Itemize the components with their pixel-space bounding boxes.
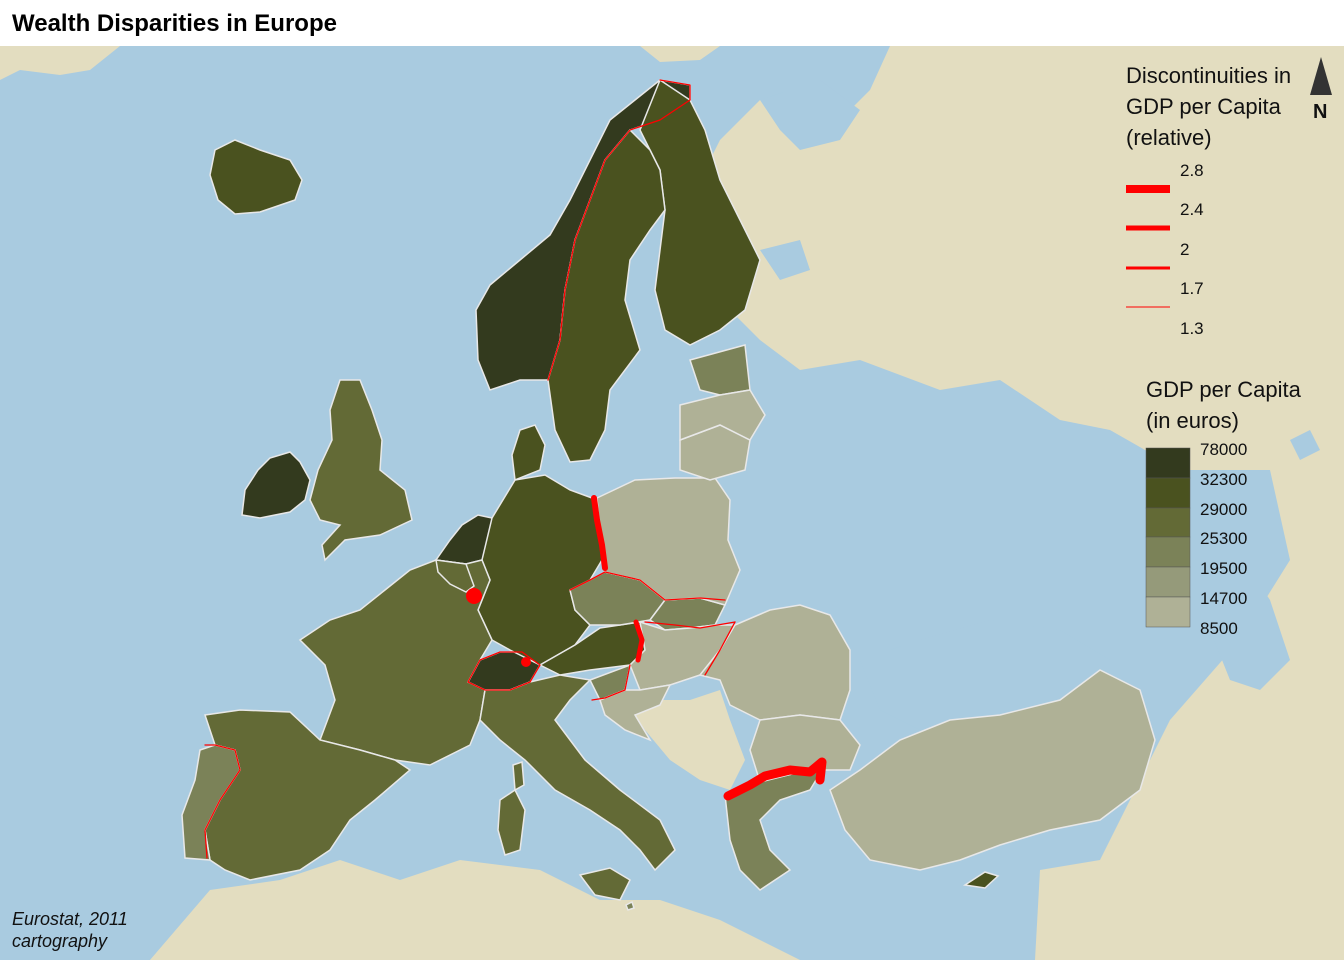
countries (181, 78, 1156, 911)
legend-gdp-title-line-1: GDP per Capita (1146, 377, 1302, 402)
discontinuity-slovakia-hungary (644, 621, 736, 629)
legend-gdp: GDP per Capita (in euros) 78000 32300 29… (1145, 377, 1302, 638)
legend-gdp-break-3: 29000 (1200, 500, 1247, 519)
legend-discontinuity-break-3: 2 (1180, 240, 1189, 259)
discontinuity-slovenia-croatia (591, 664, 631, 701)
arctic-land (0, 46, 120, 80)
legend-gdp-break-5: 19500 (1200, 559, 1247, 578)
legend-gdp-break-4: 25300 (1200, 529, 1247, 548)
country-iceland (209, 139, 303, 215)
white-sea (760, 80, 860, 150)
title-bar: Wealth Disparities in Europe (0, 0, 1344, 46)
legend-gdp-break-2: 32300 (1200, 470, 1247, 489)
island-corsica (512, 760, 525, 792)
north-arrow-label: N (1313, 101, 1327, 123)
country-italy (479, 674, 676, 872)
country-bulgaria (749, 714, 861, 783)
legend-gdp-swatch-1 (1145, 447, 1191, 479)
legend-gdp-swatch-6 (1145, 596, 1191, 628)
country-cyprus (962, 871, 1000, 889)
country-belgium (435, 559, 475, 593)
aral-sea (1290, 430, 1320, 460)
legend-gdp-title-line-2: (in euros) (1146, 408, 1239, 433)
discontinuity-norway-sweden (547, 99, 691, 381)
lake-ladoga (760, 240, 810, 280)
legend-discontinuity-break-4: 1.7 (1180, 279, 1204, 298)
north-arrow-icon (1310, 57, 1332, 95)
country-latvia (679, 389, 766, 442)
legend-discontinuities-title-line-3: (relative) (1126, 125, 1212, 150)
country-united-kingdom (309, 379, 413, 562)
land-outside-study-area (0, 46, 1344, 960)
discontinuity-norway-finland (659, 79, 691, 101)
discontinuity-liechtenstein (521, 657, 531, 667)
discontinuity-czech-poland (569, 571, 726, 601)
russia-land (700, 46, 1344, 960)
source-line-2: cartography (12, 931, 108, 951)
discontinuity-germany-poland (591, 495, 608, 571)
island-sicily (578, 867, 631, 901)
legend-discontinuity-break-2: 2.4 (1180, 200, 1204, 219)
legend-discontinuities: Discontinuities in GDP per Capita (relat… (1126, 63, 1291, 338)
discontinuity-austria-hungary (633, 619, 645, 663)
legend-gdp-swatch-5 (1145, 566, 1191, 598)
map-title: Wealth Disparities in Europe (12, 10, 337, 37)
source-note: Eurostat, 2011 cartography (12, 908, 128, 952)
legend-gdp-break-1: 78000 (1200, 440, 1247, 459)
legend-discontinuity-break-1: 2.8 (1180, 161, 1204, 180)
country-denmark (511, 424, 546, 482)
discontinuity-luxembourg (466, 588, 482, 604)
legend-gdp-swatch-2 (1145, 477, 1191, 509)
legend-discontinuities-title-line-2: GDP per Capita (1126, 94, 1282, 119)
legend-discontinuity-break-5: 1.3 (1180, 319, 1204, 338)
discontinuity-lines (204, 79, 827, 859)
country-ireland (241, 451, 311, 519)
north-arrow: N (1310, 57, 1332, 123)
source-line-1: Eurostat, 2011 (12, 909, 128, 929)
discontinuity-greece-bulgaria (723, 757, 827, 801)
africa-land (150, 860, 800, 960)
discontinuity-switzerland (467, 651, 541, 691)
country-malta (625, 900, 635, 911)
country-croatia (599, 684, 672, 742)
europe-map: Discontinuities in GDP per Capita (relat… (0, 46, 1344, 960)
discontinuity-hungary-romania (704, 621, 736, 676)
country-turkey (829, 669, 1156, 871)
legend-discontinuities-title-line-1: Discontinuities in (1126, 63, 1291, 88)
svalbard-land (640, 46, 720, 62)
legend-gdp-swatch-4 (1145, 536, 1191, 568)
discontinuity-spain-portugal (204, 744, 241, 859)
balkans-west-land (625, 690, 745, 790)
legend-gdp-break-7: 8500 (1200, 619, 1238, 638)
legend-gdp-break-6: 14700 (1200, 589, 1247, 608)
legend-gdp-swatch-3 (1145, 507, 1191, 538)
